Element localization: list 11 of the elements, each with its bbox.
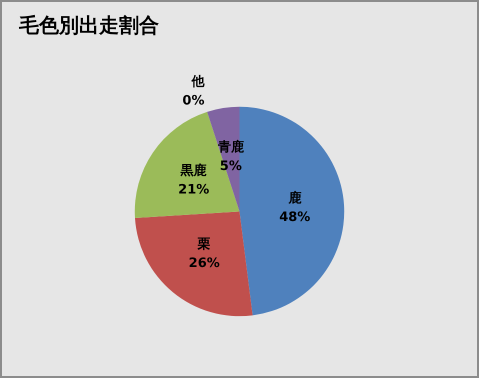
slice-label: 栗: [196, 237, 211, 252]
category-label: 他: [192, 74, 204, 90]
data-label: 48%: [279, 210, 310, 225]
slice-label: 黒鹿: [180, 162, 207, 178]
slice-label: 青鹿: [216, 138, 244, 155]
text: 0%: [182, 94, 204, 109]
slice-label: 鹿: [287, 190, 302, 206]
data-label: 26%: [188, 256, 220, 272]
data-label: 5%: [220, 158, 242, 174]
data-label: 21%: [178, 182, 210, 198]
chart-title: 毛色別出走割合: [18, 13, 159, 37]
